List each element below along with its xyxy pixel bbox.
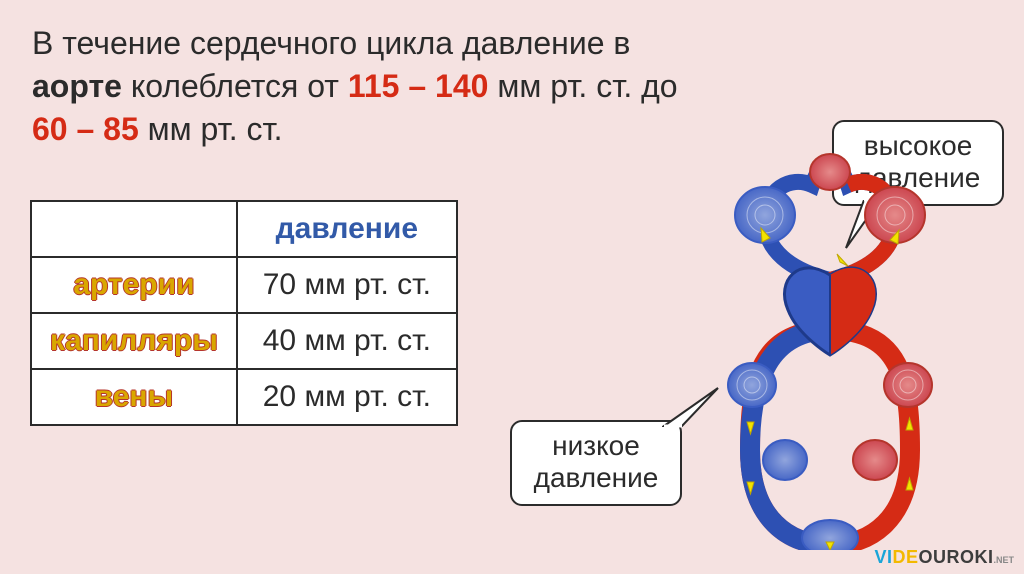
table-row: капилляры 40 мм рт. ст. (31, 313, 457, 369)
row-label-arteries: артерии (31, 257, 237, 313)
row-label-capillaries-text: капилляры (50, 324, 218, 357)
row-label-veins: вены (31, 369, 237, 425)
watermark-de: DE (892, 547, 918, 567)
table-header-row: давление (31, 201, 457, 257)
heading-seg3: колеблется от (122, 68, 348, 104)
systemic-loop-blue (750, 330, 830, 545)
callout-low-line1: низкое (530, 430, 662, 462)
watermark: VIDEOUROKI.NET (874, 547, 1014, 568)
circulation-diagram (680, 150, 980, 550)
watermark-vi: VI (874, 547, 892, 567)
watermark-net: .NET (993, 555, 1014, 565)
heading-seg7: мм рт. ст. (139, 111, 283, 147)
row-label-arteries-text: артерии (73, 268, 194, 301)
row-label-capillaries: капилляры (31, 313, 237, 369)
watermark-rest: OUROKI (918, 547, 993, 567)
table-header-pressure: давление (237, 201, 457, 257)
pressure-table: давление артерии 70 мм рт. ст. капилляры… (30, 200, 458, 426)
heading-seg5: мм рт. ст. до (488, 68, 677, 104)
table-corner (31, 201, 237, 257)
row-value-capillaries: 40 мм рт. ст. (237, 313, 457, 369)
row-label-veins-text: вены (95, 380, 173, 413)
row-value-arteries: 70 мм рт. ст. (237, 257, 457, 313)
callout-low-line2: давление (530, 462, 662, 494)
heading-range2: 60 – 85 (32, 111, 139, 147)
table-row: артерии 70 мм рт. ст. (31, 257, 457, 313)
row-value-veins: 20 мм рт. ст. (237, 369, 457, 425)
heading-aorta: аорте (32, 68, 122, 104)
heading-seg1: В течение сердечного цикла давление в (32, 25, 630, 61)
heading-range1: 115 – 140 (348, 68, 489, 104)
slide-heading: В течение сердечного цикла давление в ао… (32, 22, 712, 152)
table-row: вены 20 мм рт. ст. (31, 369, 457, 425)
callout-low-pressure: низкое давление (510, 420, 682, 506)
